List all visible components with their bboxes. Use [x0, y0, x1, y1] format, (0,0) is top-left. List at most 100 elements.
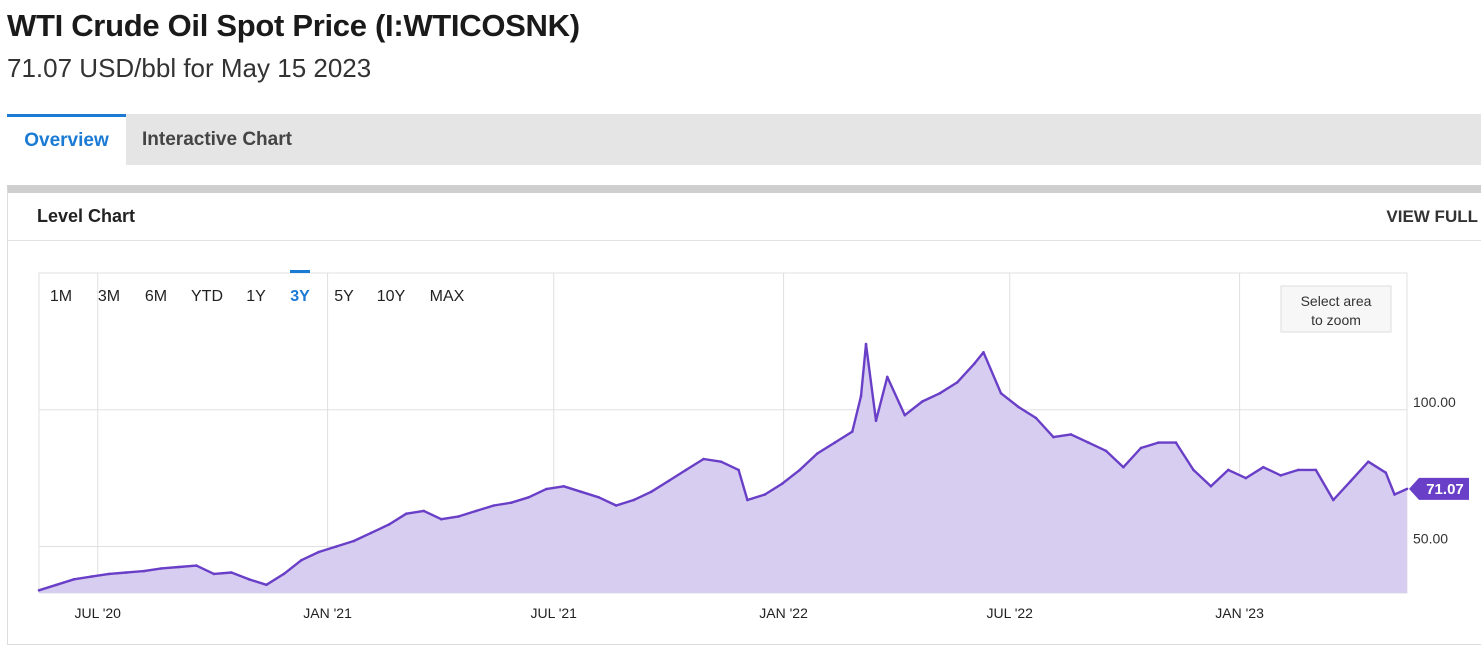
y-tick-label: 50.00 [1413, 531, 1448, 547]
data-point [422, 509, 426, 513]
data-point [1279, 474, 1283, 477]
range-button-10y[interactable]: 10Y [377, 288, 406, 305]
data-point [90, 575, 93, 578]
data-point [886, 375, 889, 379]
price-subtitle: 71.07 USD/bbl for May 15 2023 [7, 53, 372, 83]
data-point [1227, 468, 1230, 472]
zoom-hint-text: Select area [1301, 293, 1372, 309]
data-point [955, 381, 959, 384]
data-point [737, 468, 740, 472]
data-point [160, 567, 163, 570]
data-point [746, 498, 749, 502]
data-point [405, 512, 408, 515]
data-point [1209, 485, 1213, 488]
price-area [39, 344, 1407, 593]
data-point [562, 485, 565, 488]
data-point [851, 430, 854, 433]
data-point [1192, 468, 1195, 472]
data-point [72, 578, 76, 581]
data-point [1104, 449, 1108, 453]
data-point [684, 468, 688, 472]
data-point [177, 565, 181, 569]
page-title: WTI Crude Oil Spot Price (I:WTICOSNK) [7, 8, 580, 43]
data-point [1332, 498, 1335, 502]
data-point [457, 515, 461, 518]
data-point [142, 569, 146, 573]
range-button-5y[interactable]: 5Y [334, 288, 354, 305]
x-tick-label: JAN '22 [759, 605, 808, 621]
data-point [798, 468, 802, 472]
data-point [492, 504, 496, 507]
view-full-link[interactable]: VIEW FULL [1386, 207, 1478, 226]
data-point [230, 571, 233, 574]
data-point [999, 392, 1003, 395]
data-point [387, 523, 391, 526]
data-point [107, 572, 111, 576]
data-point [300, 558, 303, 562]
data-point [874, 419, 878, 423]
data-point [509, 501, 513, 505]
data-point [781, 482, 784, 485]
data-point [1017, 405, 1020, 409]
data-point [864, 342, 868, 346]
data-point [247, 578, 251, 581]
data-point [921, 400, 924, 403]
data-point [1157, 441, 1160, 444]
range-button-3y[interactable]: 3Y [290, 288, 310, 305]
data-point [903, 413, 907, 417]
range-button-max[interactable]: MAX [430, 288, 465, 305]
last-value-label: 71.07 [1426, 481, 1464, 498]
panel-header: Level Chart VIEW FULL [8, 193, 1481, 241]
data-point [632, 498, 635, 502]
data-point [370, 531, 373, 535]
data-point [667, 479, 670, 483]
range-button-6m[interactable]: 6M [145, 288, 167, 305]
data-point [1122, 465, 1125, 469]
data-point [649, 490, 653, 494]
data-point [1174, 441, 1178, 444]
range-button-ytd[interactable]: YTD [191, 288, 223, 305]
data-point [859, 394, 863, 398]
data-point [282, 572, 286, 576]
range-button-3m[interactable]: 3M [98, 288, 120, 305]
data-point [195, 564, 198, 567]
data-point [1139, 446, 1143, 450]
data-point [1314, 468, 1318, 472]
data-point [352, 539, 356, 543]
data-point [1349, 479, 1353, 483]
zoom-hint-text: to zoom [1311, 312, 1361, 328]
data-point [1405, 487, 1409, 491]
tab-overview[interactable]: Overview [7, 114, 126, 165]
x-tick-label: JAN '23 [1215, 605, 1264, 621]
data-point [317, 550, 321, 554]
data-point [1384, 471, 1388, 475]
data-point [55, 583, 58, 587]
data-point [938, 392, 942, 395]
x-tick-label: JUL '20 [74, 605, 121, 621]
data-point [544, 487, 548, 491]
x-tick-label: JAN '21 [303, 605, 352, 621]
data-point [973, 362, 976, 365]
range-button-1m[interactable]: 1M [50, 288, 72, 305]
x-tick-label: JUL '22 [986, 605, 1033, 621]
data-point [1052, 435, 1055, 439]
data-point [265, 583, 268, 587]
data-point [125, 571, 128, 574]
panel-title: Level Chart [37, 206, 136, 226]
data-point [719, 460, 723, 464]
data-point [1367, 460, 1370, 464]
data-point [1034, 416, 1038, 420]
data-point [1087, 441, 1090, 444]
range-active-indicator [290, 270, 310, 273]
data-point [527, 496, 530, 499]
data-point [614, 504, 618, 507]
data-point [1069, 433, 1073, 436]
data-point [1262, 465, 1265, 469]
data-point [816, 452, 819, 455]
tab-interactive-chart[interactable]: Interactive Chart [142, 129, 292, 150]
range-button-1y[interactable]: 1Y [246, 288, 266, 305]
data-point [1244, 476, 1248, 480]
data-point [335, 545, 338, 548]
last-value-badge [1409, 477, 1469, 500]
